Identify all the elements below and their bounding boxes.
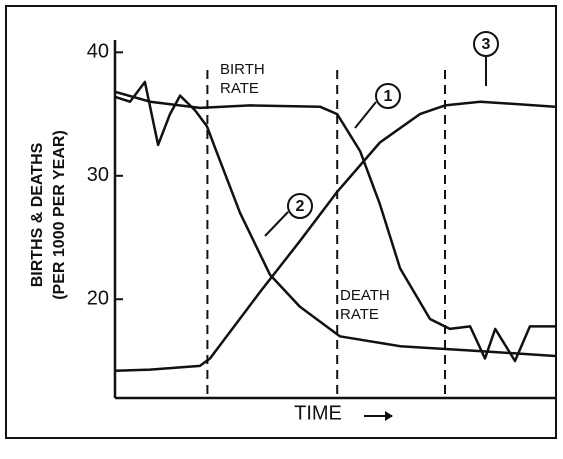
line xyxy=(114,80,556,358)
annotation: 3 xyxy=(482,36,491,53)
y-label: (PER 1000 PER YEAR) xyxy=(51,130,68,300)
line xyxy=(114,100,556,373)
x-arrow-head xyxy=(385,411,393,421)
y-tick-label: 20 xyxy=(87,288,109,310)
annotation: 2 xyxy=(296,198,305,215)
line xyxy=(114,90,555,363)
series-label: DEATH RATE xyxy=(340,287,390,323)
annotation-circle xyxy=(287,193,313,219)
y-tick-label: 30 xyxy=(87,164,109,186)
series-label: BIRTH RATE xyxy=(220,61,265,97)
annotation-arrow xyxy=(264,211,289,237)
annotation: 1 xyxy=(384,88,393,105)
y-tick-label: 40 xyxy=(87,41,109,63)
annotation-circle xyxy=(375,83,401,109)
y-label: BIRTHS & DEATHS xyxy=(29,142,46,287)
frame xyxy=(5,5,557,439)
annotation-circle xyxy=(473,31,499,57)
annotation-arrow xyxy=(354,101,377,129)
x-label: TIME xyxy=(294,402,342,424)
